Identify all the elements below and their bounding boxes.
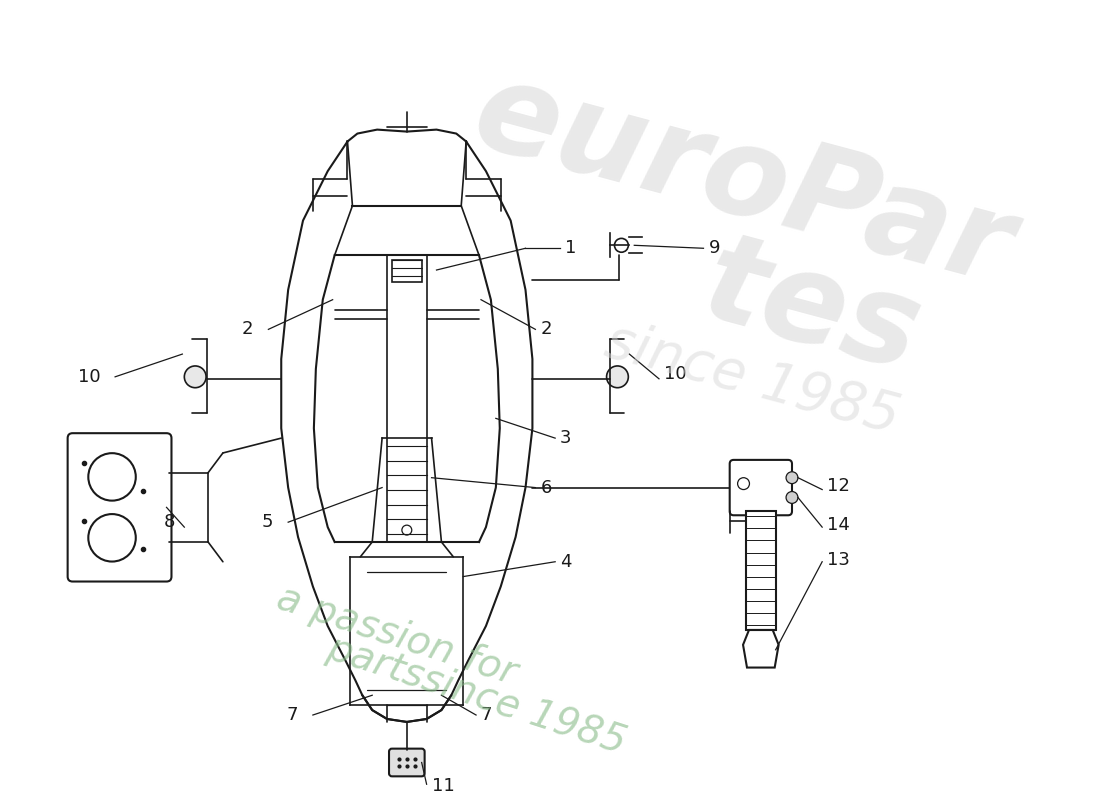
Circle shape: [185, 366, 206, 388]
Text: 12: 12: [827, 477, 850, 494]
Text: 7: 7: [287, 706, 298, 724]
Text: 1: 1: [565, 239, 576, 258]
Text: 2: 2: [540, 320, 552, 338]
Text: 14: 14: [827, 516, 850, 534]
Text: since 1985: since 1985: [600, 314, 906, 443]
FancyBboxPatch shape: [67, 433, 172, 582]
Circle shape: [786, 491, 798, 503]
Circle shape: [606, 366, 628, 388]
Text: tes: tes: [691, 223, 934, 396]
Text: 7: 7: [481, 706, 493, 724]
Text: 3: 3: [560, 429, 572, 447]
FancyBboxPatch shape: [729, 460, 792, 515]
FancyBboxPatch shape: [392, 260, 421, 282]
Text: 8: 8: [164, 513, 175, 531]
Text: 6: 6: [540, 478, 552, 497]
Bar: [746, 511, 776, 630]
Text: 11: 11: [431, 778, 454, 795]
Text: partssince 1985: partssince 1985: [321, 629, 630, 762]
Circle shape: [786, 472, 798, 484]
Text: 5: 5: [262, 513, 273, 531]
Text: 13: 13: [827, 550, 850, 569]
Text: 9: 9: [708, 239, 719, 258]
Text: 2: 2: [242, 320, 254, 338]
FancyBboxPatch shape: [389, 749, 425, 776]
Text: euroPar: euroPar: [461, 51, 1025, 310]
Text: 10: 10: [78, 368, 100, 386]
Text: 4: 4: [560, 553, 572, 570]
Text: 10: 10: [664, 365, 686, 383]
Text: a passion for: a passion for: [272, 579, 521, 693]
